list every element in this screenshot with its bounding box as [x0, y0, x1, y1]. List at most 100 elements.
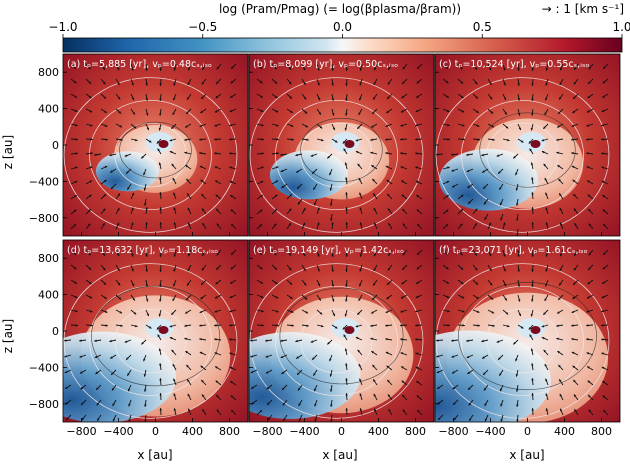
velocity-arrow-head	[446, 295, 450, 298]
velocity-arrow-head	[159, 254, 162, 257]
velocity-arrow-head	[329, 188, 333, 191]
velocity-arrow-head	[529, 334, 532, 338]
velocity-arrow-head	[74, 95, 77, 98]
velocity-arrow-head	[400, 310, 403, 313]
velocity-arrow-head	[288, 81, 292, 85]
density-contour	[275, 285, 398, 396]
velocity-arrow-head	[489, 82, 492, 85]
x-axis-label-left: x [au]	[137, 448, 172, 462]
velocity-arrow-head	[313, 187, 316, 190]
velocity-arrow-head	[587, 180, 590, 183]
velocity-arrow-head	[173, 269, 176, 272]
velocity-arrow-head	[467, 371, 470, 375]
velocity-arrow-head	[602, 395, 606, 398]
velocity-arrow-head	[504, 298, 507, 301]
velocity-arrow-head	[214, 152, 217, 155]
velocity-arrow-head	[216, 252, 220, 256]
velocity-arrow-head	[321, 324, 324, 328]
velocity-arrow-head	[344, 313, 348, 317]
velocity-arrow-head	[202, 67, 205, 70]
velocity-arrow-head	[267, 417, 270, 421]
velocity-arrow-head	[602, 80, 606, 84]
velocity-arrow-head	[437, 386, 440, 389]
y-tick-label: −400	[29, 175, 59, 188]
velocity-arrow-head	[199, 310, 203, 313]
velocity-arrow-head	[94, 355, 98, 358]
velocity-arrow-head	[416, 209, 420, 212]
velocity-arrow-head	[199, 138, 202, 141]
velocity-arrow-head	[438, 417, 441, 420]
velocity-arrow-head	[481, 153, 484, 157]
velocity-arrow-head	[415, 309, 418, 313]
velocity-arrow-head	[559, 193, 562, 196]
velocity-arrow-head	[143, 172, 146, 176]
velocity-arrow-head	[602, 95, 605, 98]
velocity-arrow-head	[313, 202, 317, 206]
velocity-arrow-head	[120, 324, 123, 327]
velocity-arrow-head	[282, 402, 286, 406]
velocity-arrow-head	[200, 365, 204, 369]
velocity-arrow-head	[109, 339, 112, 343]
velocity-arrow-head	[89, 166, 93, 169]
velocity-arrow-head	[489, 268, 492, 271]
velocity-arrow-head	[601, 152, 604, 155]
velocity-arrow-head	[89, 110, 93, 113]
velocity-arrow-head	[79, 355, 83, 358]
velocity-arrow-head	[513, 155, 516, 159]
velocity-arrow-head	[329, 374, 333, 377]
velocity-arrow-head	[402, 267, 405, 270]
velocity-arrow-head	[126, 171, 129, 174]
velocity-arrow-head	[560, 408, 563, 412]
velocity-arrow-head	[329, 172, 332, 176]
velocity-arrow-head	[474, 223, 477, 226]
velocity-arrow-head	[331, 68, 334, 71]
velocity-arrow-head	[359, 254, 363, 257]
velocity-arrow-head	[545, 222, 549, 225]
velocity-arrow-head	[517, 269, 520, 272]
velocity-arrow-head	[516, 419, 519, 422]
velocity-arrow-head	[416, 266, 420, 270]
velocity-arrow-head	[319, 311, 323, 315]
velocity-arrow-head	[90, 152, 93, 155]
velocity-arrow-head	[274, 81, 278, 84]
velocity-arrow-head	[265, 371, 269, 374]
velocity-arrow-head	[229, 352, 232, 355]
x-tick-label: 400	[554, 425, 575, 438]
velocity-arrow-head	[452, 386, 456, 390]
velocity-arrow-head	[187, 253, 191, 257]
velocity-arrow-head	[371, 311, 374, 314]
velocity-arrow-head	[462, 138, 465, 141]
velocity-arrow-head	[214, 352, 218, 355]
velocity-arrow-head	[358, 177, 361, 181]
velocity-arrow-head	[116, 222, 120, 226]
velocity-arrow-head	[451, 153, 454, 156]
velocity-arrow-head	[401, 380, 405, 384]
velocity-arrow-head	[388, 253, 391, 256]
velocity-arrow-head	[274, 267, 278, 270]
velocity-arrow-head	[102, 81, 106, 85]
velocity-arrow-head	[488, 67, 492, 71]
velocity-arrow-head	[187, 379, 190, 382]
velocity-arrow-head	[184, 151, 187, 155]
velocity-arrow-head	[573, 267, 577, 271]
velocity-arrow-head	[545, 283, 548, 287]
velocity-arrow-head	[385, 310, 389, 313]
velocity-arrow-head	[276, 152, 279, 155]
velocity-arrow-head	[298, 403, 301, 406]
velocity-arrow-head	[79, 371, 83, 374]
velocity-arrow-head	[276, 138, 279, 141]
velocity-field	[250, 249, 423, 422]
velocity-arrow-head	[215, 366, 218, 369]
x-tick-label: −400	[475, 425, 505, 438]
velocity-arrow-head	[544, 298, 547, 301]
velocity-arrow-head	[571, 310, 575, 313]
velocity-arrow-head	[556, 151, 559, 155]
velocity-arrow-head	[400, 352, 404, 355]
velocity-arrow-head	[586, 352, 590, 355]
velocity-field	[70, 63, 237, 230]
velocity-arrow-head	[74, 109, 78, 112]
velocity-arrow-head	[559, 268, 562, 272]
x-tick-label: −800	[252, 425, 282, 438]
velocity-arrow-head	[498, 171, 501, 174]
velocity-arrow-head	[436, 153, 439, 156]
